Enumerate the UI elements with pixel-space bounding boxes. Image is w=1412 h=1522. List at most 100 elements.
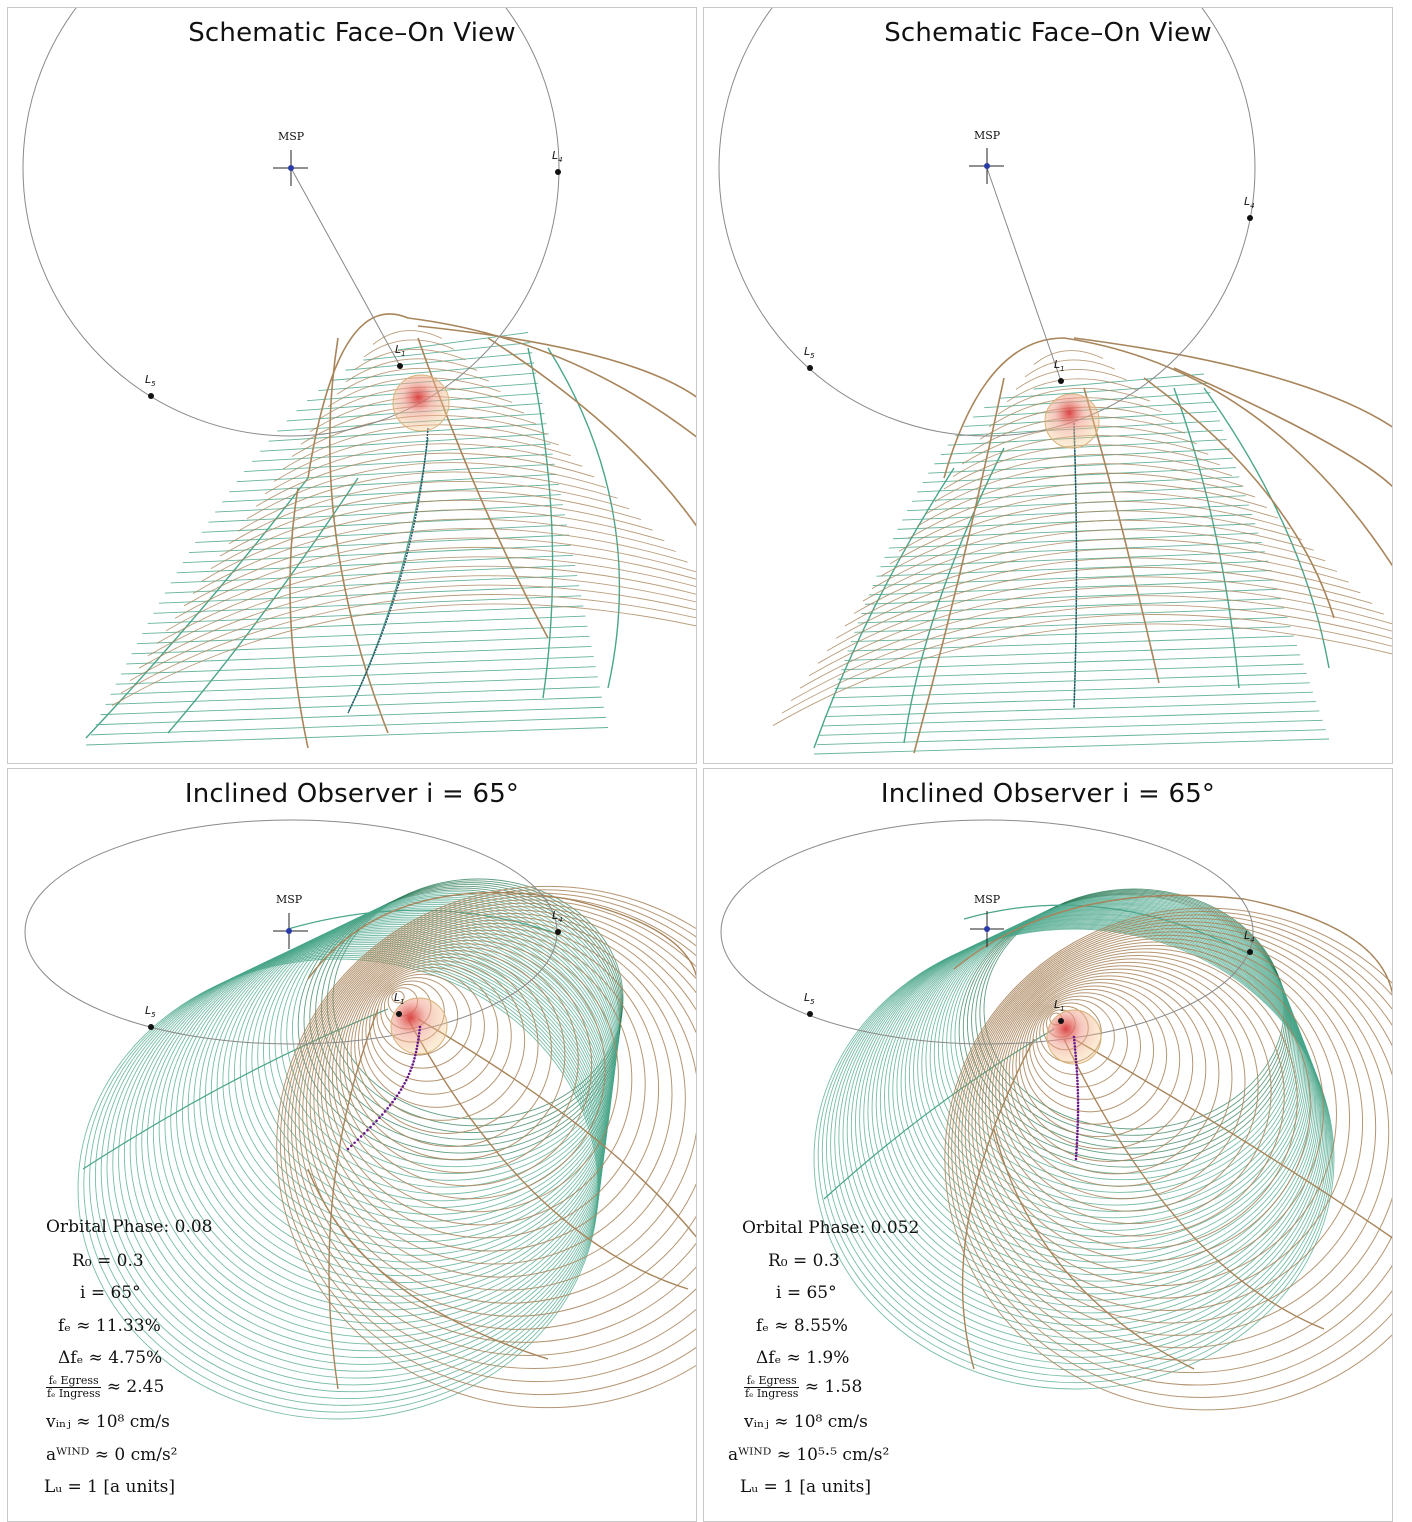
face-on-diagram-left: MSP L1 L4 L5 xyxy=(22,8,696,749)
trail-dot xyxy=(1074,1057,1078,1061)
brown-ring xyxy=(376,977,459,1056)
trail-dot xyxy=(1076,1129,1079,1133)
green-hatch-line xyxy=(998,382,1208,399)
orbit-ellipse xyxy=(720,819,1254,1045)
trail-dot xyxy=(395,1094,399,1098)
l1-label: L1 xyxy=(1054,998,1065,1013)
green-hatch-line xyxy=(876,560,1269,577)
ratio-value: ≈ 1.58 xyxy=(804,1377,863,1397)
brown-ring xyxy=(995,958,1272,1225)
green-ring xyxy=(326,880,623,1127)
trail-dot xyxy=(1076,1101,1080,1104)
green-hatch-line xyxy=(229,473,557,493)
brown-curve xyxy=(289,487,309,749)
stream-line xyxy=(1073,422,1078,709)
green-ring xyxy=(863,916,1320,1314)
brown-hatch-line xyxy=(192,518,677,594)
trail-dot xyxy=(369,1125,372,1129)
brown-ring xyxy=(346,950,566,1161)
trail-dot xyxy=(418,1025,422,1029)
green-hatch-line xyxy=(222,483,559,503)
green-ring xyxy=(222,913,613,1249)
brown-ring xyxy=(1001,965,1246,1200)
trail-dot xyxy=(1075,1138,1079,1142)
msp-label: MSP xyxy=(974,129,1001,142)
trail-dot xyxy=(388,1103,392,1107)
green-ring xyxy=(245,905,615,1222)
green-mesh xyxy=(813,373,1330,755)
ratio-numerator: fₑ Egress xyxy=(46,1375,102,1388)
orbit-circle xyxy=(22,8,560,437)
brown-curve xyxy=(487,337,696,527)
companion-star xyxy=(390,997,448,1055)
brown-hatch-line xyxy=(781,614,1392,714)
brown-ring xyxy=(361,963,512,1108)
brown-curve xyxy=(307,891,696,980)
panel-title: Schematic Face–On View xyxy=(884,18,1212,48)
brown-ring xyxy=(354,956,539,1134)
brown-ring xyxy=(944,907,1392,1411)
trail-dot xyxy=(1074,1154,1078,1158)
green-hatch-line xyxy=(917,476,1240,493)
green-hatch-line xyxy=(90,716,606,736)
trail-dot xyxy=(403,1082,406,1085)
trail-dot xyxy=(414,1050,418,1054)
trail-dot xyxy=(1076,1132,1079,1136)
trail-dot xyxy=(418,1028,421,1032)
green-hatch-line xyxy=(888,532,1259,549)
trail-dot xyxy=(1076,1092,1080,1095)
green-rings xyxy=(77,878,624,1420)
trail-dot xyxy=(1072,1035,1076,1039)
green-ring xyxy=(867,915,1319,1308)
green-hatch-line xyxy=(397,332,529,351)
ratio-denominator: fₑ Ingress xyxy=(745,1387,799,1400)
brown-hatch-line xyxy=(871,519,1314,589)
brown-hatch-line xyxy=(799,595,1392,689)
brown-hatch-line xyxy=(880,510,1303,577)
green-ring xyxy=(187,924,610,1290)
ratio-value: ≈ 2.45 xyxy=(106,1377,165,1397)
trail-dot xyxy=(1076,1104,1080,1108)
trail-dot xyxy=(409,1069,412,1073)
trail-dots xyxy=(1072,1035,1080,1161)
brown-hatch-line xyxy=(264,443,583,495)
brown-ring xyxy=(302,909,696,1317)
trail-dot xyxy=(413,1056,416,1060)
brown-ring xyxy=(985,948,1311,1262)
green-ring xyxy=(821,926,1333,1377)
green-hatch-line xyxy=(244,453,553,472)
green-ring xyxy=(303,887,621,1154)
l1-point xyxy=(1058,378,1064,384)
parameter-list: Orbital Phase: 0.08 R₀ = 0.3 i = 65° fₑ … xyxy=(8,769,696,1521)
brown-ring xyxy=(283,892,696,1382)
green-hatch-line xyxy=(819,719,1323,736)
inclined-diagram-left: MSP L1 L4 L5 xyxy=(24,819,696,1420)
green-ring xyxy=(825,925,1331,1371)
green-curve xyxy=(82,1008,389,1170)
param-inclination: i = 65° xyxy=(80,1283,141,1303)
brown-ring xyxy=(947,911,1392,1398)
trail-dot xyxy=(353,1141,356,1145)
param-r0: R₀ = 0.3 xyxy=(768,1251,840,1271)
green-hatch-line xyxy=(142,615,586,635)
brown-hatch-line xyxy=(156,556,696,644)
trail-dot xyxy=(1075,1070,1079,1073)
brown-hatch-line xyxy=(772,623,1392,726)
green-hatch-line xyxy=(872,570,1272,586)
trail-dot xyxy=(411,1063,414,1066)
trail-dot xyxy=(416,1041,420,1044)
trail-dot xyxy=(391,1100,394,1104)
trail-dot xyxy=(1073,1045,1077,1048)
green-curve xyxy=(287,909,559,935)
panel-face-on-left: MSP L1 L4 L5 Schematic Face–On View xyxy=(7,7,697,764)
l5-label: L5 xyxy=(804,345,815,360)
inclined-diagram-right: MSP L1 L4 L5 xyxy=(720,819,1392,1411)
green-ring xyxy=(112,947,602,1379)
brown-hatch-line xyxy=(1024,359,1115,378)
green-hatch-line xyxy=(861,598,1281,615)
panel-title: Inclined Observer i = 65° xyxy=(184,779,520,809)
green-hatch-line xyxy=(105,686,600,705)
green-ring xyxy=(917,904,1304,1231)
brown-ring xyxy=(1035,999,1115,1076)
brown-hatch-line xyxy=(835,557,1361,639)
